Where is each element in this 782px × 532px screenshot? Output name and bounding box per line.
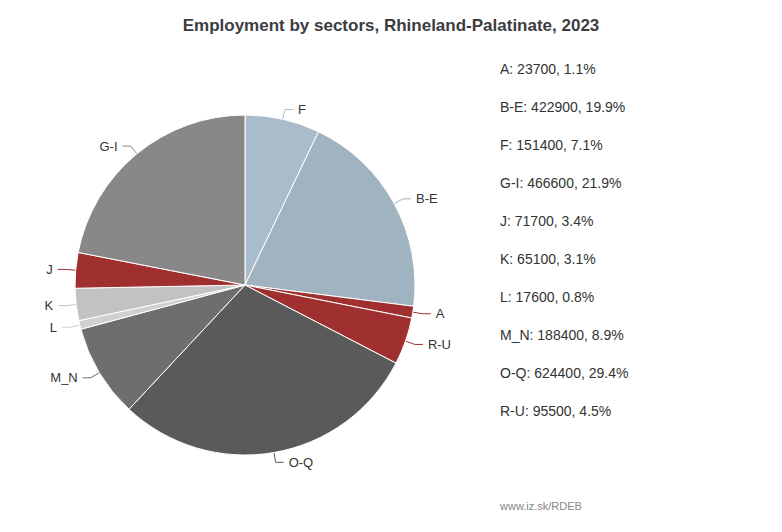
svg-text:K: K xyxy=(45,298,54,313)
svg-text:B-E: B-E xyxy=(416,191,438,206)
svg-text:G-I: 466600, 21.9%: G-I: 466600, 21.9% xyxy=(500,175,621,191)
svg-text:K: 65100, 3.1%: K: 65100, 3.1% xyxy=(500,251,596,267)
svg-text:G-I: G-I xyxy=(99,139,117,154)
svg-text:L: L xyxy=(50,320,57,335)
svg-text:www.iz.sk/RDEB: www.iz.sk/RDEB xyxy=(499,500,582,512)
svg-text:J: 71700, 3.4%: J: 71700, 3.4% xyxy=(500,213,593,229)
svg-text:M_N: M_N xyxy=(50,370,77,385)
svg-text:F: 151400, 7.1%: F: 151400, 7.1% xyxy=(500,137,603,153)
svg-text:O-Q: O-Q xyxy=(289,455,314,470)
svg-text:A: 23700, 1.1%: A: 23700, 1.1% xyxy=(500,61,596,77)
svg-text:L: 17600, 0.8%: L: 17600, 0.8% xyxy=(500,289,594,305)
svg-text:J: J xyxy=(46,262,53,277)
svg-text:R-U: R-U xyxy=(428,337,451,352)
svg-text:A: A xyxy=(436,306,445,321)
svg-text:Employment by sectors, Rhinela: Employment by sectors, Rhineland-Palatin… xyxy=(183,16,600,35)
svg-text:M_N: 188400, 8.9%: M_N: 188400, 8.9% xyxy=(500,327,624,343)
svg-text:B-E: 422900, 19.9%: B-E: 422900, 19.9% xyxy=(500,99,625,115)
svg-text:F: F xyxy=(298,102,306,117)
svg-text:R-U: 95500, 4.5%: R-U: 95500, 4.5% xyxy=(500,403,611,419)
svg-text:O-Q: 624400, 29.4%: O-Q: 624400, 29.4% xyxy=(500,365,628,381)
